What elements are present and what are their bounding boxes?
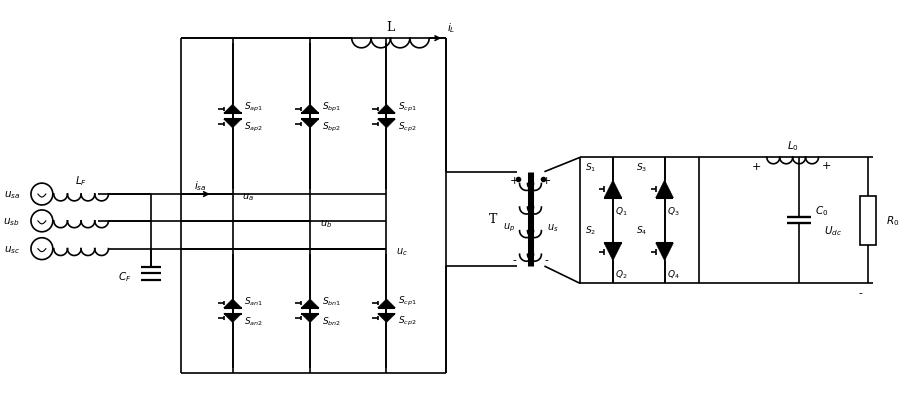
Polygon shape [604, 180, 622, 198]
Text: $S_2$: $S_2$ [585, 224, 596, 237]
Polygon shape [302, 314, 319, 323]
Polygon shape [604, 243, 622, 261]
Polygon shape [302, 120, 319, 129]
Text: $U_{dc}$: $U_{dc}$ [824, 224, 843, 238]
Text: $R_0$: $R_0$ [886, 214, 899, 228]
Text: $u_{sa}$: $u_{sa}$ [4, 189, 20, 200]
Text: $S_{bn2}$: $S_{bn2}$ [322, 315, 341, 327]
Polygon shape [223, 105, 241, 114]
Polygon shape [656, 243, 673, 261]
Text: $Q_4$: $Q_4$ [667, 268, 680, 281]
Text: $i_L$: $i_L$ [447, 21, 456, 35]
Text: $L_0$: $L_0$ [787, 139, 799, 153]
Text: $u_{sc}$: $u_{sc}$ [4, 243, 20, 255]
Text: -: - [513, 255, 517, 265]
Text: $u_s$: $u_s$ [547, 221, 558, 233]
Text: -: - [858, 289, 862, 299]
Polygon shape [377, 314, 395, 323]
Text: $L_F$: $L_F$ [75, 174, 87, 188]
Polygon shape [223, 120, 241, 129]
Text: $S_{ap1}$: $S_{ap1}$ [244, 100, 263, 113]
Text: $i_{sa}$: $i_{sa}$ [194, 179, 207, 192]
Text: +: + [542, 175, 551, 185]
Polygon shape [302, 299, 319, 308]
Text: $u_p$: $u_p$ [503, 221, 515, 233]
Text: T: T [488, 213, 496, 226]
Text: $u_b$: $u_b$ [320, 217, 333, 229]
Text: $C_F$: $C_F$ [118, 270, 131, 284]
Polygon shape [656, 180, 673, 198]
Polygon shape [302, 105, 319, 114]
Text: $Q_1$: $Q_1$ [615, 205, 628, 218]
Text: +: + [822, 161, 831, 171]
Text: $S_4$: $S_4$ [636, 224, 648, 237]
Text: $S_{an1}$: $S_{an1}$ [244, 295, 263, 307]
Text: $S_{bp2}$: $S_{bp2}$ [322, 120, 341, 133]
Text: $S_{cp1}$: $S_{cp1}$ [398, 294, 417, 308]
Polygon shape [223, 299, 241, 308]
Polygon shape [223, 314, 241, 323]
Text: +: + [752, 162, 762, 172]
Polygon shape [377, 105, 395, 114]
Text: +: + [510, 175, 519, 185]
Text: $u_{sb}$: $u_{sb}$ [4, 215, 20, 227]
Text: $S_{cp2}$: $S_{cp2}$ [398, 314, 417, 327]
Text: $Q_3$: $Q_3$ [667, 205, 679, 218]
Text: $S_{cp1}$: $S_{cp1}$ [398, 100, 417, 113]
Polygon shape [377, 120, 395, 129]
Text: $S_{an2}$: $S_{an2}$ [244, 315, 263, 327]
Text: $S_1$: $S_1$ [585, 161, 596, 174]
Text: $S_3$: $S_3$ [637, 161, 648, 174]
Text: -: - [545, 255, 548, 265]
Text: $C_0$: $C_0$ [814, 204, 828, 218]
Text: L: L [386, 21, 394, 34]
Bar [860, 196, 876, 245]
Text: $S_{bn1}$: $S_{bn1}$ [322, 295, 341, 307]
Polygon shape [377, 299, 395, 308]
Text: $Q_2$: $Q_2$ [615, 268, 628, 281]
Text: $S_{bp1}$: $S_{bp1}$ [322, 100, 341, 113]
Text: $S_{cp2}$: $S_{cp2}$ [398, 120, 417, 133]
Text: $u_a$: $u_a$ [242, 190, 254, 203]
Text: $S_{ap2}$: $S_{ap2}$ [244, 120, 263, 133]
Text: $u_c$: $u_c$ [396, 245, 408, 257]
